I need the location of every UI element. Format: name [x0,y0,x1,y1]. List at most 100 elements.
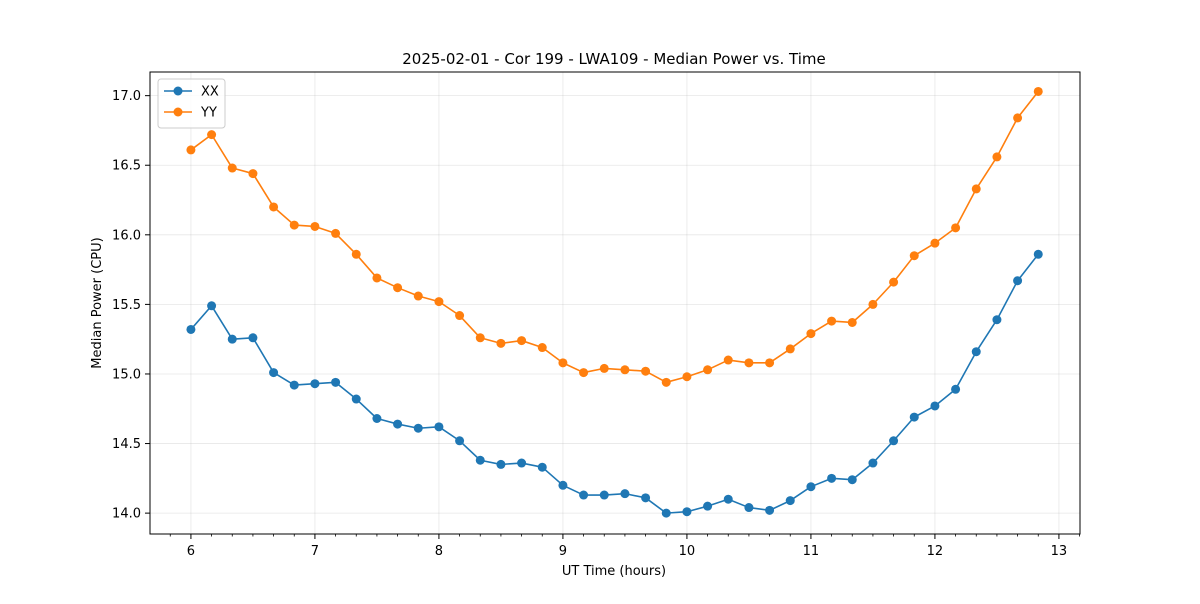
data-point-xx [889,436,899,446]
data-point-yy [1013,113,1023,123]
data-point-yy [537,343,547,353]
data-point-yy [248,169,258,179]
data-point-yy [496,338,506,348]
data-point-yy [765,358,775,368]
y-tick-label: 14.0 [112,507,141,522]
data-point-yy [682,372,692,382]
data-point-xx [1033,249,1043,259]
data-point-xx [496,459,506,469]
y-tick-label: 14.5 [112,437,141,452]
tick-layer: 6 7 8 9 10 11 12 13 14.0 14.5 15.0 15.5 16.0 16.5 17.0 [112,89,1080,559]
x-tick-label: 12 [927,544,944,559]
data-point-xx [868,458,878,468]
data-point-xx [248,333,258,343]
data-point-yy [661,377,671,387]
data-point-yy [806,329,816,339]
data-point-yy [889,277,899,287]
data-point-xx [537,462,547,472]
data-point-xx [992,315,1002,325]
data-point-yy [971,184,981,194]
data-point-yy [827,316,837,326]
data-point-xx [269,368,279,378]
data-point-yy [1033,86,1043,96]
data-point-xx [599,490,609,500]
data-point-xx [207,301,217,311]
data-point-yy [785,344,795,354]
data-point-yy [558,358,568,368]
data-point-yy [310,221,320,231]
legend-label-yy: YY [200,106,217,121]
x-tick-label: 7 [311,544,319,559]
data-point-yy [372,273,382,283]
data-point-yy [930,238,940,248]
data-point-yy [599,363,609,373]
series-xx [186,249,1043,518]
data-point-yy [434,297,444,307]
data-point-yy [475,333,485,343]
x-tick-label: 11 [803,544,820,559]
data-point-xx [393,419,403,429]
data-point-yy [207,130,217,140]
legend-marker-xx [173,86,183,96]
data-point-yy [847,317,857,327]
data-point-xx [579,490,589,500]
data-point-xx [847,475,857,485]
data-point-xx [517,458,527,468]
data-point-xx [227,334,237,344]
data-point-yy [723,355,733,365]
y-tick-label: 16.0 [112,228,141,243]
data-point-xx [372,414,382,423]
y-tick-label: 15.0 [112,367,141,382]
series-layer [186,86,1043,518]
x-tick-label: 6 [187,544,195,559]
data-point-xx [289,380,299,390]
data-point-xx [827,473,837,483]
data-point-xx [971,347,981,357]
data-point-xx [310,379,320,389]
x-tick-label: 8 [435,544,443,559]
data-point-yy [186,145,196,155]
y-tick-label: 16.5 [112,159,141,174]
data-point-yy [909,251,919,261]
data-point-xx [331,377,341,387]
x-tick-label: 9 [559,544,567,559]
data-point-xx [744,503,754,513]
data-point-xx [641,493,651,503]
plot-frame [149,71,1081,535]
legend-label-xx: XX [201,85,219,100]
data-point-xx [765,505,775,515]
legend: XX YY [157,78,226,129]
data-point-yy [289,220,299,230]
data-point-xx [661,508,671,518]
data-point-yy [992,152,1002,162]
data-point-xx [455,436,465,446]
data-point-yy [579,368,589,378]
legend-entry-yy: YY [164,106,217,121]
data-point-yy [620,365,630,375]
data-point-yy [227,163,237,173]
data-point-xx [703,501,713,511]
data-point-xx [785,496,795,506]
data-point-xx [909,412,919,422]
data-point-yy [703,365,713,375]
x-tick-label: 13 [1051,544,1068,559]
y-axis-label: Median Power (CPU) [90,237,105,368]
chart-title: 2025-02-01 - Cor 199 - LWA109 - Median P… [402,50,826,68]
data-point-yy [517,336,527,346]
data-point-xx [930,401,940,411]
data-point-yy [455,311,465,321]
y-tick-label: 17.0 [112,89,141,104]
series-yy [186,86,1043,387]
data-point-yy [269,202,279,212]
data-point-yy [868,299,878,309]
data-point-yy [351,249,361,259]
data-point-xx [682,507,692,517]
data-point-xx [351,394,361,404]
data-point-yy [393,283,403,293]
data-point-yy [331,228,341,238]
y-tick-label: 15.5 [112,298,141,313]
data-point-xx [806,482,816,492]
data-point-xx [620,489,630,499]
